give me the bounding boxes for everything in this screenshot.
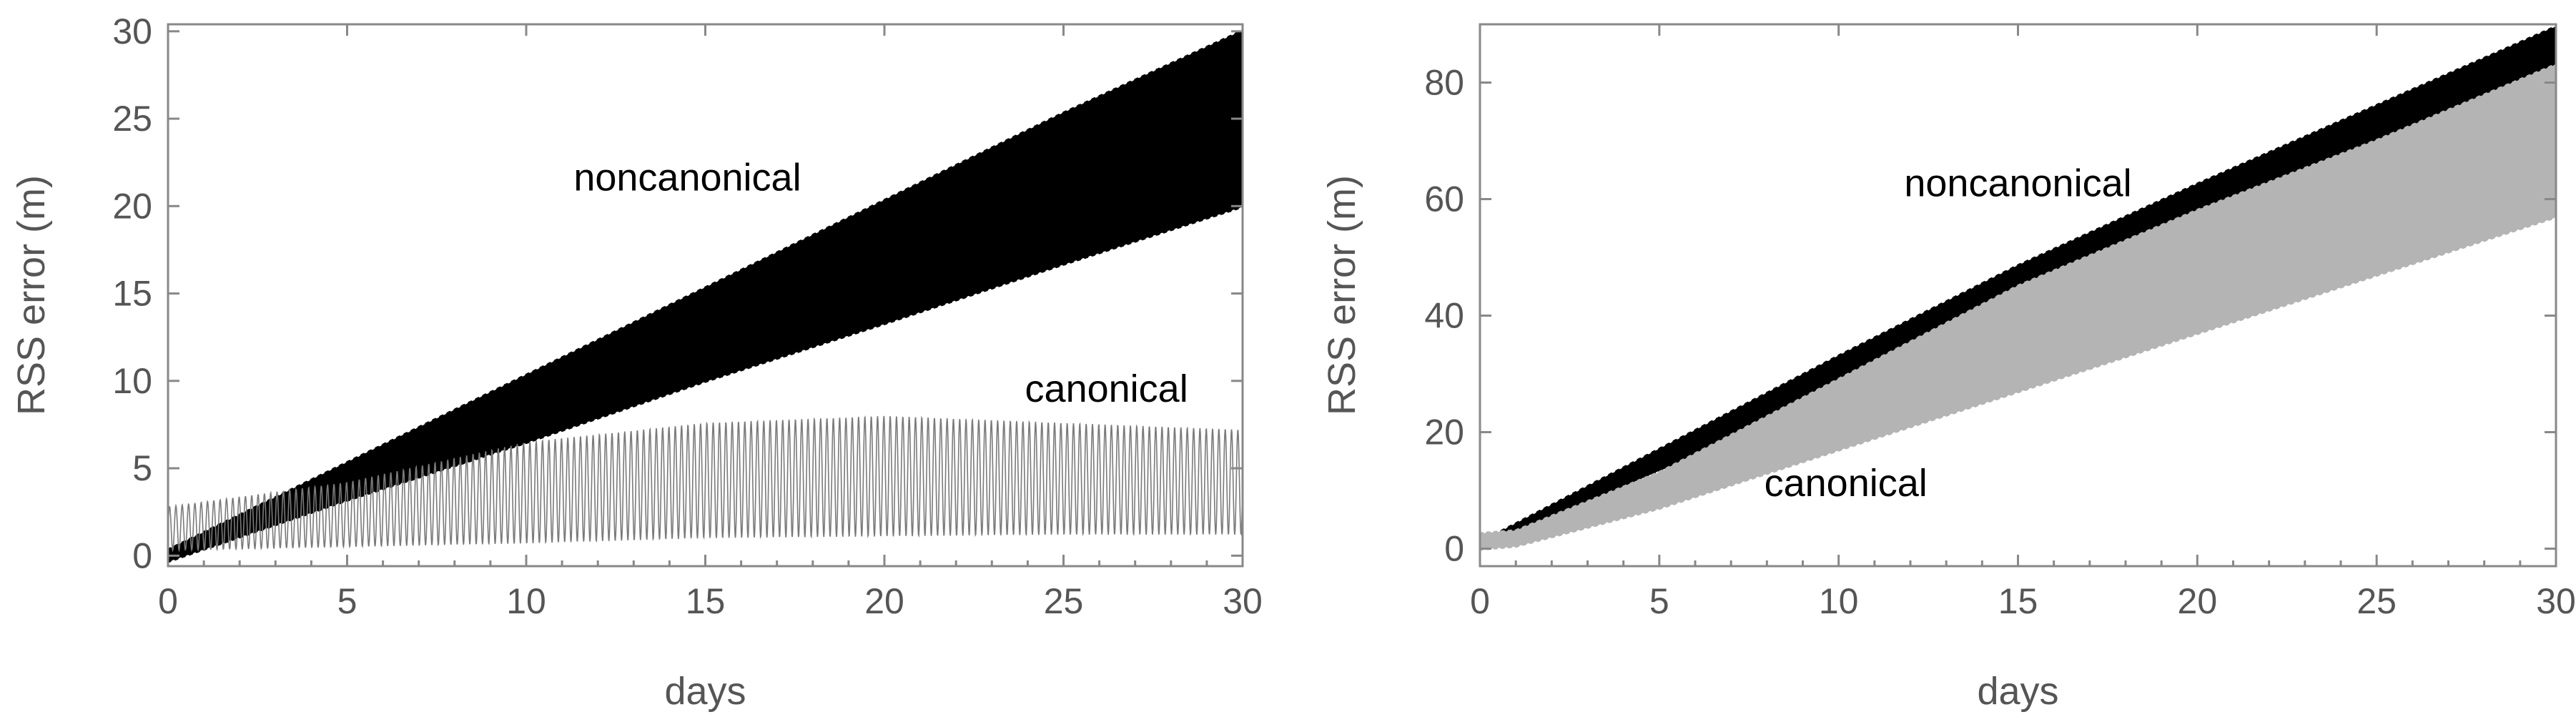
x-tick-label: 25 [2357,581,2397,621]
x-tick-label: 20 [2178,581,2218,621]
x-tick-label: 0 [1470,581,1490,621]
y-axis-label: RSS error (m) [1321,175,1363,415]
series-envelope [168,29,1243,563]
y-tick-label: 30 [112,11,152,51]
y-tick-label: 0 [1444,529,1464,569]
y-tick-label: 0 [132,535,152,575]
series-canonical [168,415,1243,553]
x-tick-label: 20 [864,581,904,621]
y-tick-label: 15 [112,274,152,314]
x-tick-label: 5 [1649,581,1669,621]
series-noncanonical [168,29,1243,563]
plot-area [1480,24,2556,551]
annotation-noncanonical: noncanonical [573,156,801,199]
x-axis-label: days [1977,670,2058,713]
x-tick-label: 30 [1223,581,1263,621]
x-tick-label: 0 [158,581,178,621]
x-tick-label: 10 [506,581,546,621]
left-chart-panel: 0 5 10 15 20 25 30 0 5 10 15 20 25 30 days RSS error (m… [10,11,1263,713]
y-tick-label: 10 [112,361,152,401]
x-axis-label: days [664,670,746,713]
series-canonical [1480,62,2556,551]
y-tick-label: 5 [132,448,152,488]
x-tick-label: 15 [1998,581,2038,621]
annotation-noncanonical: noncanonical [1904,162,2131,204]
annotation-canonical: canonical [1025,367,1188,410]
right-chart-panel: 0 5 10 15 20 25 30 0 20 40 60 80 days RSS error (m) no… [1321,23,2576,713]
x-tick-label: 10 [1819,581,1859,621]
x-tick-label: 5 [337,581,357,621]
series-envelope [1480,62,2556,551]
annotation-canonical: canonical [1765,462,1928,505]
x-tick-label: 15 [686,581,726,621]
x-tick-label: 25 [1044,581,1084,621]
y-tick-label: 25 [112,99,152,139]
x-tick-label: 30 [2536,581,2576,621]
y-tick-label: 40 [1424,296,1464,336]
plot-area [168,29,1243,563]
y-tick-label: 60 [1424,179,1464,219]
y-tick-label: 20 [112,186,152,226]
series-trace [168,415,1243,553]
y-tick-label: 80 [1424,63,1464,103]
y-axis-label: RSS error (m) [10,175,53,415]
y-tick-label: 20 [1424,412,1464,452]
